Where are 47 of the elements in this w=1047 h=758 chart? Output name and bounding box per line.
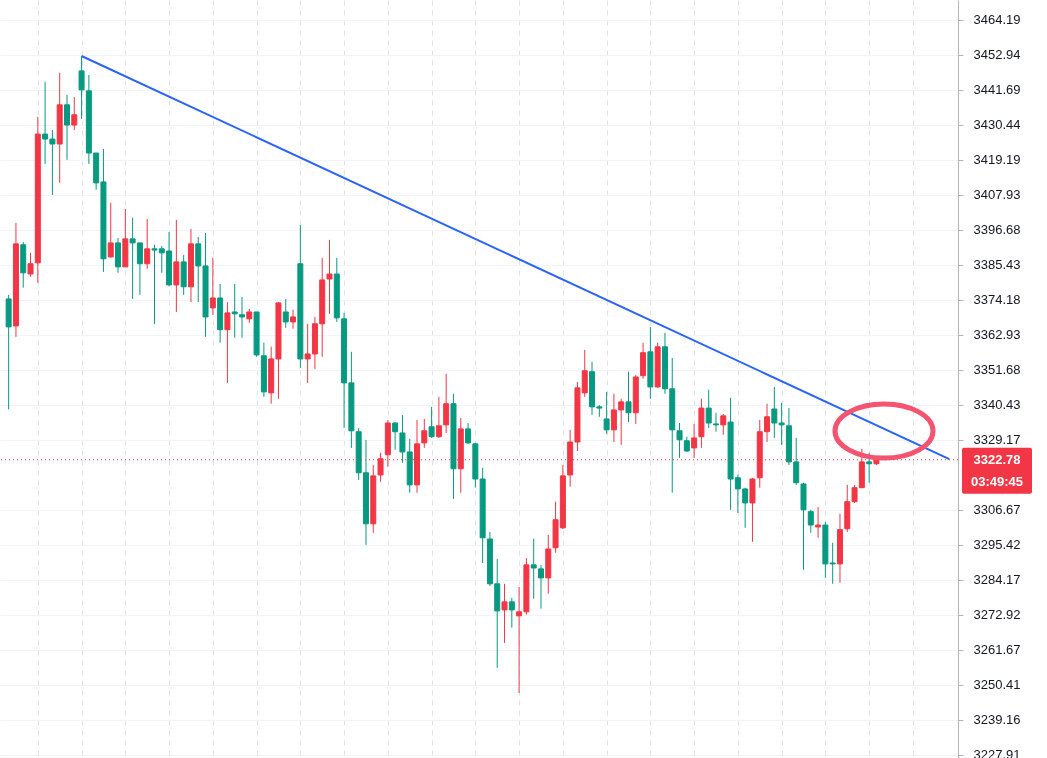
y-tick-label: 3351.68 [973,362,1021,378]
candlestick [224,301,231,384]
candlestick [173,219,180,313]
y-tick-label: 3430.44 [973,117,1021,133]
candlestick [209,257,216,316]
candlestick [501,583,508,644]
y-tick-label: 3419.19 [973,152,1021,168]
candlestick [815,506,822,539]
y-tick-label: 3250.41 [973,677,1021,693]
y-tick-label: 3306.67 [973,502,1021,518]
candlestick [866,452,873,484]
y-tick-label: 3374.18 [973,292,1021,308]
y-tick-label: 3441.69 [973,82,1021,98]
y-tick-label: 3295.42 [973,537,1021,553]
candlestick [392,421,399,451]
y-tick-label: 3329.17 [973,432,1021,448]
candlestick [807,509,814,534]
candlestick [231,283,238,339]
y-tick-label: 3340.43 [973,397,1021,413]
y-tick-label: 3452.94 [973,47,1021,63]
candlestick [107,202,114,259]
candlestick [290,309,297,330]
candlestick [720,413,727,436]
y-tick-label: 3284.17 [973,572,1021,588]
candlestick [603,391,610,435]
ref-line-label: 3322.78 [973,451,1021,467]
candlestick [640,342,647,380]
y-tick-label: 3239.16 [973,712,1021,728]
candlestick [239,296,245,339]
y-tick-label: 3396.68 [973,222,1021,238]
text: 03:49:45 [970,473,1024,489]
candlestick [63,94,70,161]
y-tick-label: 3272.92 [973,607,1021,623]
y-tick-label: 3407.93 [973,187,1021,203]
y-tick-label: 3261.67 [973,642,1021,658]
y-tick-label: 3464.19 [973,12,1021,28]
candlestick [27,252,34,278]
candlestick [428,406,435,439]
y-tick-label: 3385.43 [973,257,1021,273]
candlestick [749,477,756,543]
candlestick [625,371,632,423]
candlestick [71,96,78,131]
candlestick [115,237,122,274]
candlestick [144,218,151,270]
y-tick-label: 3362.93 [973,327,1021,343]
candlestick [282,298,289,329]
candlestick [508,597,515,629]
